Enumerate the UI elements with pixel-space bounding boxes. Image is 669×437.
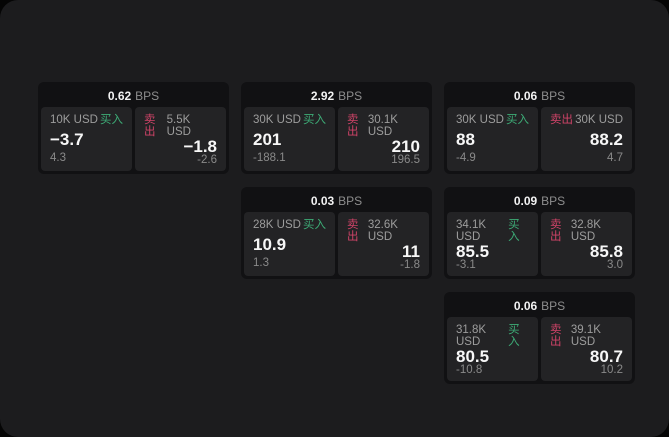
buy-sub-value: 4.3 [50,151,66,164]
buy-price: 201 [253,130,282,149]
buy-button[interactable]: 买入 [303,219,326,231]
sell-button[interactable]: 卖出 [550,114,573,126]
sell-panel[interactable]: 卖出 30.1K USD 210 196.5 [338,107,429,171]
buy-button[interactable]: 买入 [506,114,529,126]
sell-price: 210 [391,137,420,156]
sell-price: 85.8 [589,242,623,261]
bps-unit-label: BPS [541,89,566,103]
spread-value: 0.06 [513,299,538,313]
sell-panel[interactable]: 卖出 39.1K USD 80.7 10.2 [541,317,632,381]
spread-header: 2.92 BPS [244,85,429,107]
bps-unit-label: BPS [338,89,363,103]
sell-button[interactable]: 卖出 [347,114,359,138]
sell-sub-value: 10.2 [600,364,623,376]
sell-panel[interactable]: 卖出 32.6K USD 11 -1.8 [338,212,429,276]
sell-sub-value: 4.7 [607,151,623,164]
card-body: 30K USD 买入 201 -188.1 卖出 30.1K USD 210 1… [244,107,429,171]
buy-size-label: 30K USD [456,114,504,126]
sell-size-label: 32.8K USD [570,219,601,243]
card-body: 10K USD 买入 −3.7 4.3 卖出 5.5K USD −1.8 -2.… [41,107,226,171]
spread-header: 0.03 BPS [244,190,429,212]
buy-panel[interactable]: 10K USD 买入 −3.7 4.3 [41,107,132,171]
buy-button[interactable]: 买入 [508,219,520,243]
sell-sub-value: -2.6 [197,154,217,166]
sell-price: 11 [402,242,420,261]
card-body: 34.1K USD 买入 85.5 -3.1 卖出 32.8K USD 85.8… [447,212,632,276]
buy-button[interactable]: 买入 [303,114,326,126]
buy-panel[interactable]: 34.1K USD 买入 85.5 -3.1 [447,212,538,276]
buy-size-label: 34.1K USD [456,219,487,243]
card-body: 31.8K USD 买入 80.5 -10.8 卖出 39.1K USD 80.… [447,317,632,381]
quote-card: 0.09 BPS 34.1K USD 买入 85.5 -3.1 卖出 32.8K… [444,187,635,279]
bps-unit-label: BPS [541,299,566,313]
buy-panel[interactable]: 31.8K USD 买入 80.5 -10.8 [447,317,538,381]
quote-grid: 0.62 BPS 10K USD 买入 −3.7 4.3 卖出 5.5K USD [38,82,635,384]
buy-panel[interactable]: 28K USD 买入 10.9 1.3 [244,212,335,276]
sell-button[interactable]: 卖出 [550,219,562,243]
spread-header: 0.06 BPS [447,85,632,107]
sell-size-label: 30K USD [575,114,623,126]
spread-value: 0.06 [513,89,538,103]
buy-sub-value: -4.9 [456,151,476,164]
buy-price: 88 [456,130,475,149]
spread-value: 0.62 [107,89,132,103]
spread-header: 0.09 BPS [447,190,632,212]
buy-button[interactable]: 买入 [508,324,520,348]
buy-sub-value: -3.1 [456,259,476,271]
buy-size-label: 28K USD [253,219,301,231]
spread-value: 2.92 [310,89,335,103]
buy-price: 10.9 [253,235,287,254]
sell-size-label: 32.6K USD [367,219,398,243]
buy-size-label: 30K USD [253,114,301,126]
sell-sub-value: 196.5 [391,154,420,166]
quote-card: 0.62 BPS 10K USD 买入 −3.7 4.3 卖出 5.5K USD [38,82,229,174]
spread-value: 0.09 [513,194,538,208]
spread-header: 0.06 BPS [447,295,632,317]
buy-button[interactable]: 买入 [100,114,123,126]
sell-price: 80.7 [589,347,623,366]
buy-price: 80.5 [456,347,490,366]
card-body: 30K USD 买入 88 -4.9 卖出 30K USD 88.2 4.7 [447,107,632,171]
sell-panel[interactable]: 卖出 5.5K USD −1.8 -2.6 [135,107,226,171]
buy-price: 85.5 [456,242,490,261]
card-body: 28K USD 买入 10.9 1.3 卖出 32.6K USD 11 -1.8 [244,212,429,276]
sell-price: −1.8 [183,137,217,156]
buy-sub-value: 1.3 [253,256,269,269]
quote-card: 2.92 BPS 30K USD 买入 201 -188.1 卖出 30.1K … [241,82,432,174]
sell-panel[interactable]: 卖出 30K USD 88.2 4.7 [541,107,632,171]
sell-button[interactable]: 卖出 [144,114,156,138]
buy-size-label: 31.8K USD [456,324,487,348]
sell-sub-value: -1.8 [400,259,420,271]
buy-sub-value: -188.1 [253,151,286,164]
buy-panel[interactable]: 30K USD 买入 88 -4.9 [447,107,538,171]
sell-size-label: 39.1K USD [570,324,601,348]
sell-sub-value: 3.0 [607,259,623,271]
bps-unit-label: BPS [541,194,566,208]
bps-unit-label: BPS [338,194,363,208]
quote-card: 0.06 BPS 31.8K USD 买入 80.5 -10.8 卖出 39.1… [444,292,635,384]
quote-card: 0.06 BPS 30K USD 买入 88 -4.9 卖出 30K USD [444,82,635,174]
sell-size-label: 30.1K USD [367,114,398,138]
buy-panel[interactable]: 30K USD 买入 201 -188.1 [244,107,335,171]
buy-size-label: 10K USD [50,114,98,126]
sell-panel[interactable]: 卖出 32.8K USD 85.8 3.0 [541,212,632,276]
sell-button[interactable]: 卖出 [550,324,562,348]
spread-header: 0.62 BPS [41,85,226,107]
spread-value: 0.03 [310,194,335,208]
quote-card: 0.03 BPS 28K USD 买入 10.9 1.3 卖出 32.6K US… [241,187,432,279]
buy-price: −3.7 [50,130,84,149]
bps-unit-label: BPS [135,89,160,103]
buy-sub-value: -10.8 [456,364,483,376]
sell-size-label: 5.5K USD [166,114,191,138]
sell-price: 88.2 [589,130,623,149]
sell-button[interactable]: 卖出 [347,219,359,243]
